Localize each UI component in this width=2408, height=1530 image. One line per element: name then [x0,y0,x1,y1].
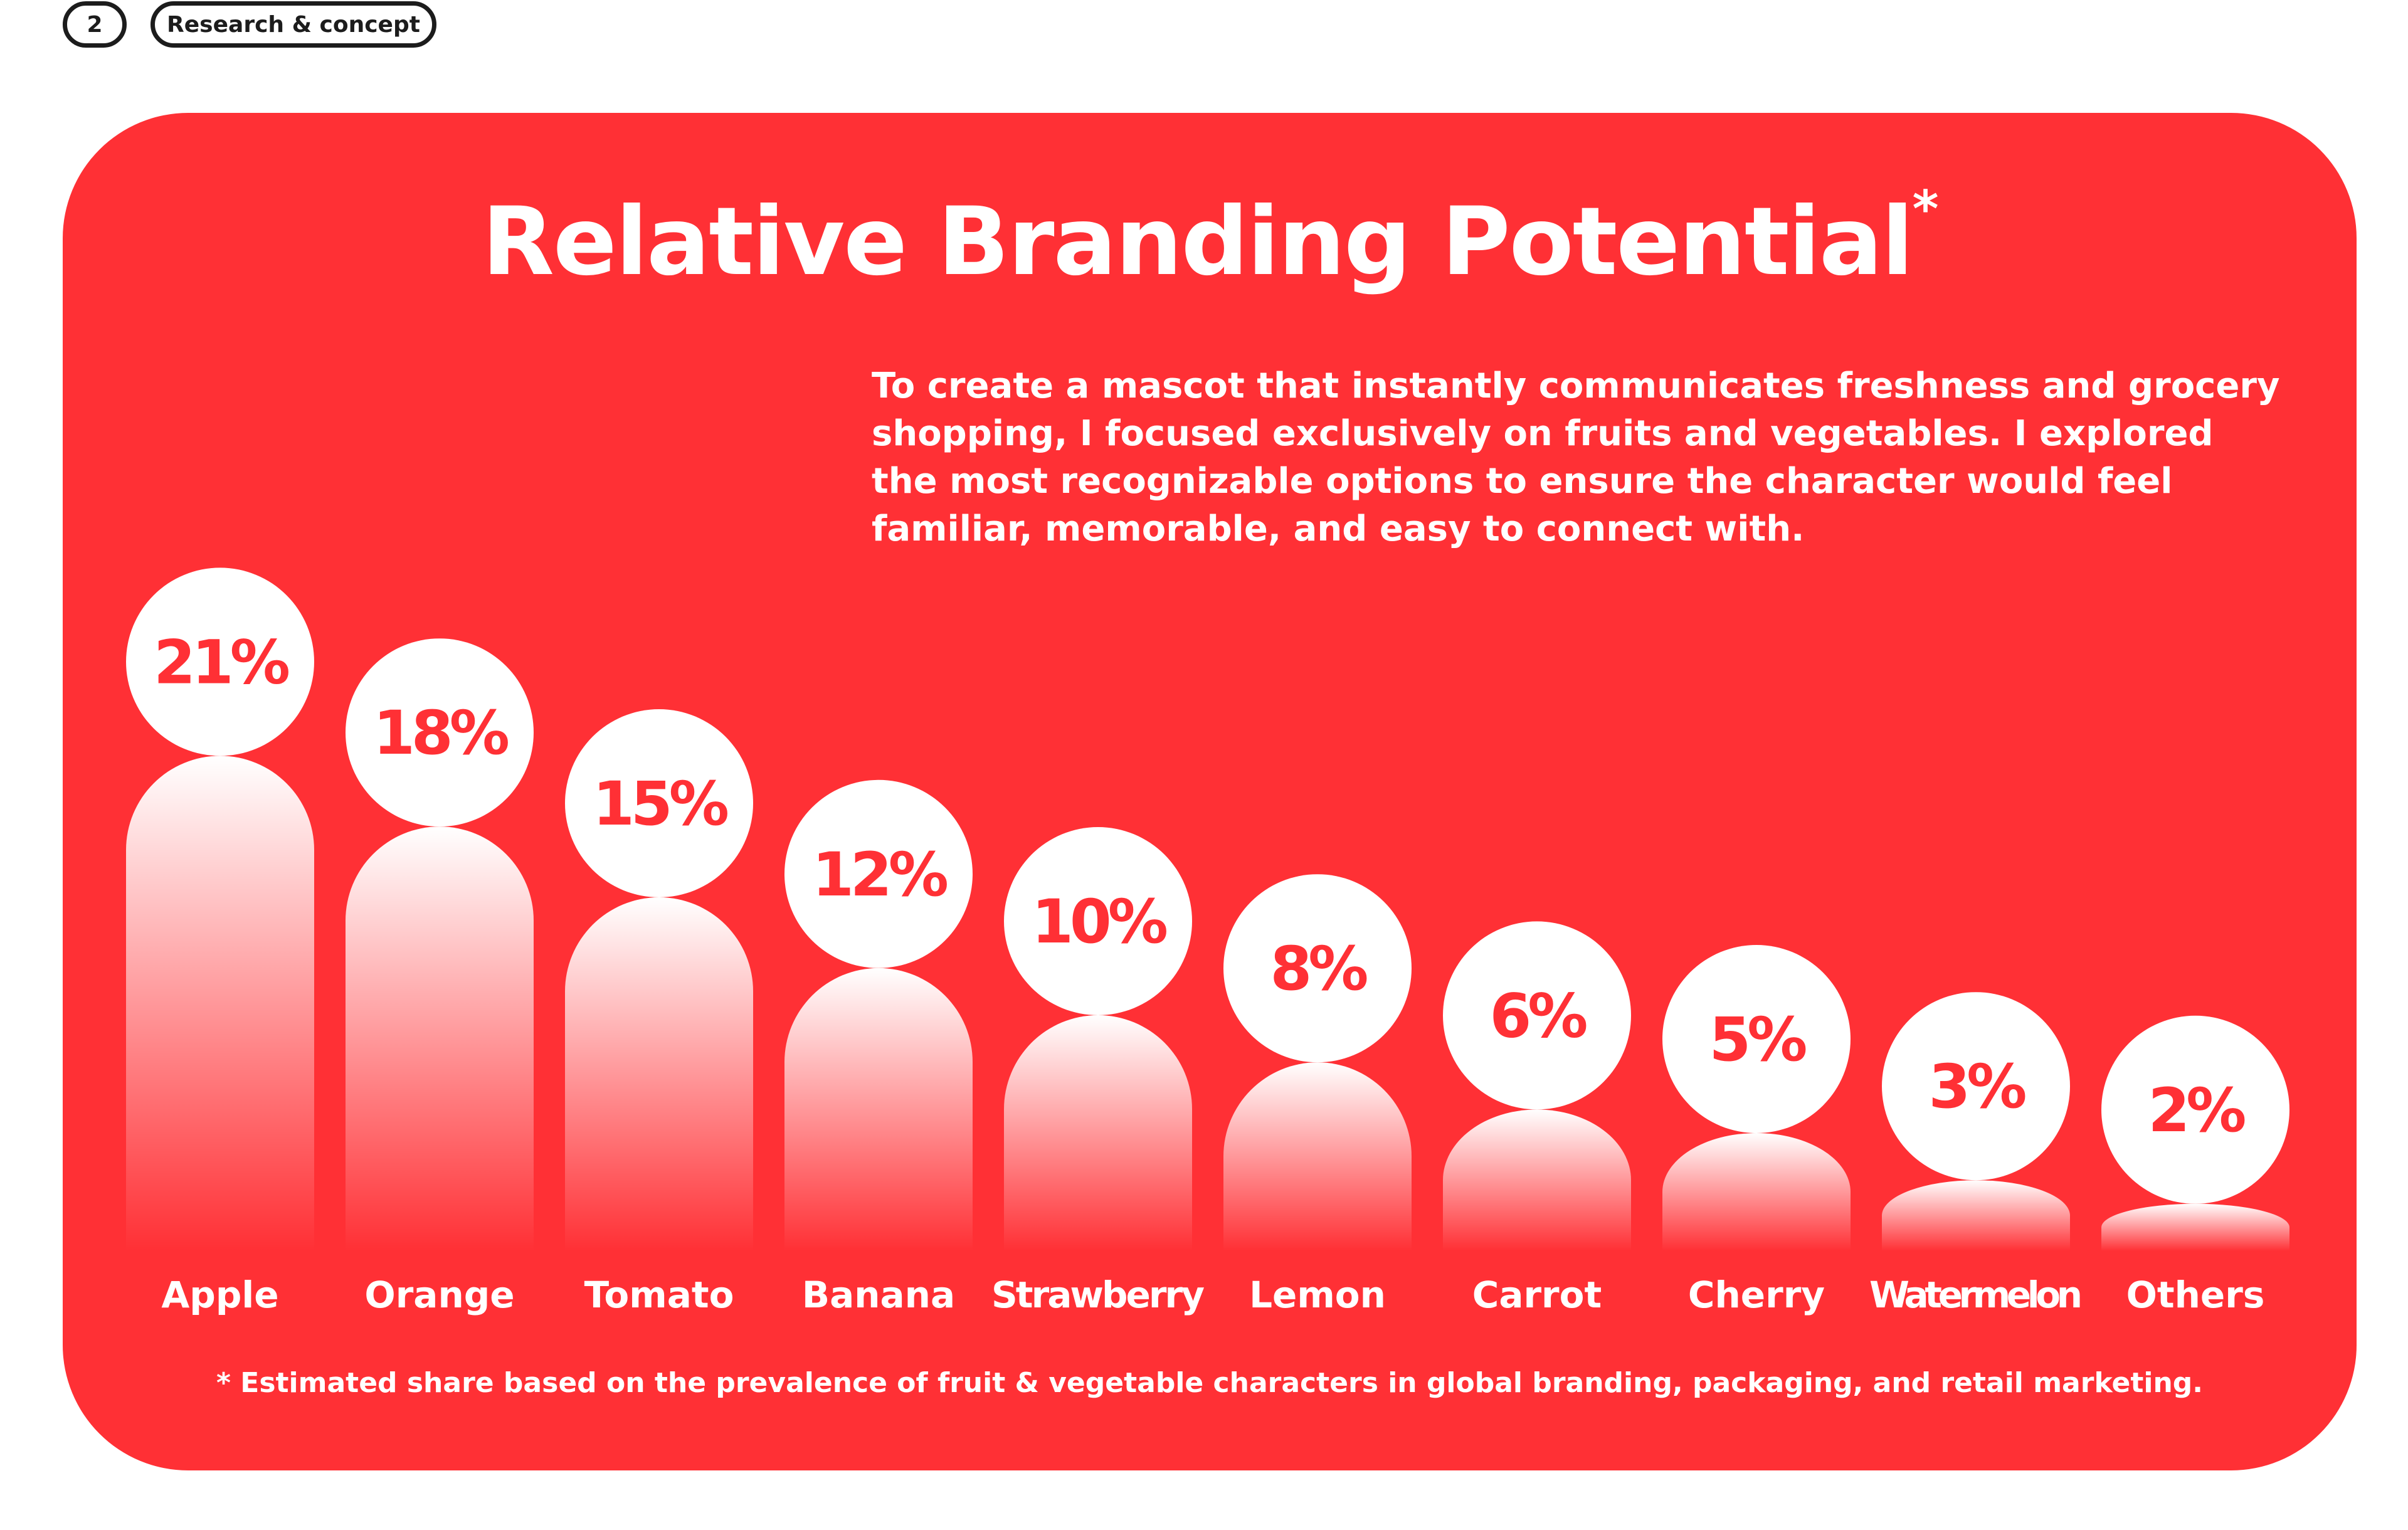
bar-orange [346,826,534,1251]
bar-carrot [1443,1109,1631,1251]
value-bubble [1882,992,2070,1181]
bar-chart: 21% Apple 18% Orange 15% Tomato 12% Banana 10% St… [126,567,2289,1316]
value-bubble [1662,945,1851,1133]
data-label: 5% [1709,1005,1807,1075]
bar-banana [784,968,973,1251]
chart-title: Relative Branding Potential* [63,180,2357,298]
data-label: 15% [593,769,728,839]
chart-card: Relative Branding Potential* To create a… [63,113,2357,1470]
bar-others [2101,1203,2289,1251]
section-label-badge: Research & concept [150,1,436,48]
category-label: Tomato [584,1274,734,1316]
bar-tomato [565,897,753,1251]
data-label: 18% [373,698,509,768]
footnote: * Estimated share based on the prevalenc… [216,1367,2204,1399]
category-label: Cherry [1688,1274,1825,1316]
title-asterisk: * [1912,180,1939,238]
bar-watermelon [1882,1180,2070,1251]
bar-cherry [1662,1133,1851,1251]
section-label: Research & concept [167,11,420,38]
data-label: 3% [1929,1052,2026,1122]
chart-title-text: Relative Branding Potential [482,187,1913,297]
value-bubble [1223,874,1412,1063]
value-bubble [1004,827,1192,1015]
data-label: 6% [1490,981,1587,1051]
page-number: 2 [87,11,103,38]
value-bubble [1443,921,1631,1110]
description-text: To create a mascot that instantly commun… [872,366,2280,549]
category-label: Banana [802,1274,955,1316]
bar-strawberry [1004,1015,1192,1251]
data-label: 8% [1270,934,1368,1004]
category-label: Others [2126,1274,2265,1316]
value-bubble [2101,1015,2289,1204]
category-label: Apple [161,1274,278,1316]
category-label: Lemon [1249,1274,1386,1316]
bar-apple [126,756,314,1251]
value-bubble [126,567,314,756]
bar-lemon [1223,1062,1412,1251]
data-label: 2% [2148,1075,2246,1146]
data-label: 10% [1032,887,1167,957]
category-label: Carrot [1472,1274,1602,1316]
data-label: 12% [812,840,948,910]
category-label: Watermelon [1869,1274,2083,1316]
value-bubble [565,709,753,897]
category-label: Orange [364,1274,514,1316]
data-label: 21% [154,627,289,697]
value-bubble [784,779,973,968]
category-label: Strawberry [991,1274,1205,1316]
value-bubble [346,638,534,827]
page-number-badge: 2 [63,1,127,48]
